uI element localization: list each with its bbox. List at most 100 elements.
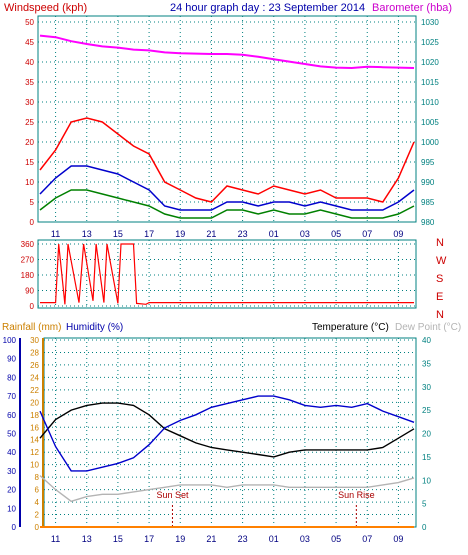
humidity-tick-label: 80	[7, 373, 16, 382]
x-tick-label: 09	[393, 229, 403, 239]
wind-direction-line	[40, 243, 414, 305]
rainfall-axis-title: Rainfall (mm)	[2, 322, 61, 333]
wind-average-line	[39, 165, 415, 211]
x-tick-label: 11	[51, 534, 60, 544]
y-tick-label: 270	[21, 256, 35, 265]
sunset-label: Sun Set	[156, 490, 189, 500]
humidity-tick-label: 60	[7, 411, 16, 420]
dewpoint-axis-title: Dew Point (°C)	[395, 322, 461, 333]
wind-lull-line	[39, 189, 415, 219]
plot-frame	[37, 239, 417, 309]
humidity-tick-label: 0	[12, 523, 17, 532]
humidity-tick-label: 50	[7, 430, 16, 439]
barometer-line	[39, 34, 415, 70]
x-tick-label: 17	[144, 229, 154, 239]
y2-tick-label: 985	[421, 198, 435, 207]
rainfall-tick-label: 10	[30, 461, 39, 470]
x-tick-label: 19	[175, 229, 185, 239]
x-tick-label: 23	[238, 534, 248, 544]
rainfall-tick-label: 22	[30, 386, 39, 395]
y-tick-label: 90	[25, 287, 34, 296]
temperature-tick-label: 0	[422, 523, 427, 532]
x-tick-label: 01	[269, 534, 279, 544]
x-tick-label: 21	[206, 534, 216, 544]
x-tick-label: 17	[144, 534, 154, 544]
rainfall-tick-label: 8	[35, 473, 40, 482]
rainfall-tick-label: 16	[30, 423, 39, 432]
rainfall-tick-label: 6	[35, 486, 40, 495]
x-tick-label: 03	[300, 229, 310, 239]
rainfall-tick-label: 14	[30, 436, 39, 445]
y-tick-label: 25	[25, 118, 34, 127]
humidity-tick-label: 40	[7, 448, 16, 457]
wind-gust-line	[39, 117, 415, 203]
y-tick-label: 20	[25, 138, 34, 147]
rainfall-tick-label: 30	[30, 336, 39, 345]
x-tick-label: 23	[238, 229, 248, 239]
y2-tick-label: 990	[421, 178, 435, 187]
humidity-line	[39, 395, 415, 472]
x-tick-label: 03	[300, 534, 310, 544]
rainfall-tick-label: 24	[30, 373, 39, 382]
y2-tick-label: 1030	[421, 18, 439, 27]
y2-tick-label: 1000	[421, 138, 439, 147]
y-tick-label: 5	[30, 198, 35, 207]
y-tick-label: 50	[25, 18, 34, 27]
y2-tick-label: 1015	[421, 78, 439, 87]
temperature-line	[39, 402, 415, 458]
rainfall-tick-label: 4	[35, 498, 40, 507]
x-tick-label: 07	[362, 534, 372, 544]
x-tick-label: 05	[331, 534, 341, 544]
rainfall-tick-label: 2	[35, 511, 40, 520]
rainfall-tick-label: 26	[30, 361, 39, 370]
x-tick-label: 01	[269, 229, 279, 239]
humidity-tick-label: 90	[7, 355, 16, 364]
x-tick-label: 13	[82, 534, 92, 544]
temperature-tick-label: 10	[422, 476, 431, 485]
rainfall-tick-label: 0	[35, 523, 40, 532]
y2-tick-label: 1005	[421, 118, 439, 127]
x-tick-label: 13	[82, 229, 92, 239]
rainfall-tick-label: 12	[30, 448, 39, 457]
y-tick-label: 15	[25, 158, 34, 167]
y-tick-label: 180	[21, 271, 35, 280]
y2-tick-label: 980	[421, 218, 435, 227]
y-tick-label: 30	[25, 98, 34, 107]
dew-point-line	[39, 475, 415, 503]
temperature-tick-label: 40	[422, 336, 431, 345]
y-tick-label: 0	[30, 218, 35, 227]
y2-tick-label: 1020	[421, 58, 439, 67]
temperature-tick-label: 15	[422, 453, 431, 462]
temperature-axis-title: Temperature (°C)	[312, 322, 389, 333]
rainfall-tick-label: 18	[30, 411, 39, 420]
y-tick-label: 360	[21, 240, 35, 249]
humidity-tick-label: 70	[7, 392, 16, 401]
y2-tick-label: 995	[421, 158, 435, 167]
compass-label: S	[436, 273, 443, 285]
x-tick-label: 21	[206, 229, 216, 239]
temperature-tick-label: 25	[422, 406, 431, 415]
x-tick-label: 15	[113, 229, 123, 239]
x-tick-label: 15	[113, 534, 123, 544]
y2-tick-label: 1010	[421, 98, 439, 107]
humidity-axis-title: Humidity (%)	[66, 322, 123, 333]
barometer-axis-title: Barometer (hba)	[372, 2, 452, 14]
windspeed-axis-title: Windspeed (kph)	[4, 2, 87, 14]
compass-label: E	[436, 291, 443, 303]
temperature-tick-label: 35	[422, 359, 431, 368]
x-tick-label: 19	[175, 534, 185, 544]
y-tick-label: 40	[25, 58, 34, 67]
temperature-tick-label: 20	[422, 430, 431, 439]
x-tick-label: 07	[362, 229, 372, 239]
rainfall-tick-label: 28	[30, 348, 39, 357]
y-tick-label: 35	[25, 78, 34, 87]
x-tick-label: 11	[51, 229, 60, 239]
y-tick-label: 45	[25, 38, 34, 47]
wind-barometer-panel: 0510152025303540455098098599099510001005…	[25, 15, 439, 239]
temperature-tick-label: 5	[422, 500, 427, 509]
x-tick-label: 05	[331, 229, 341, 239]
rainfall-tick-label: 20	[30, 398, 39, 407]
humidity-tick-label: 20	[7, 486, 16, 495]
compass-label: N	[436, 237, 444, 249]
